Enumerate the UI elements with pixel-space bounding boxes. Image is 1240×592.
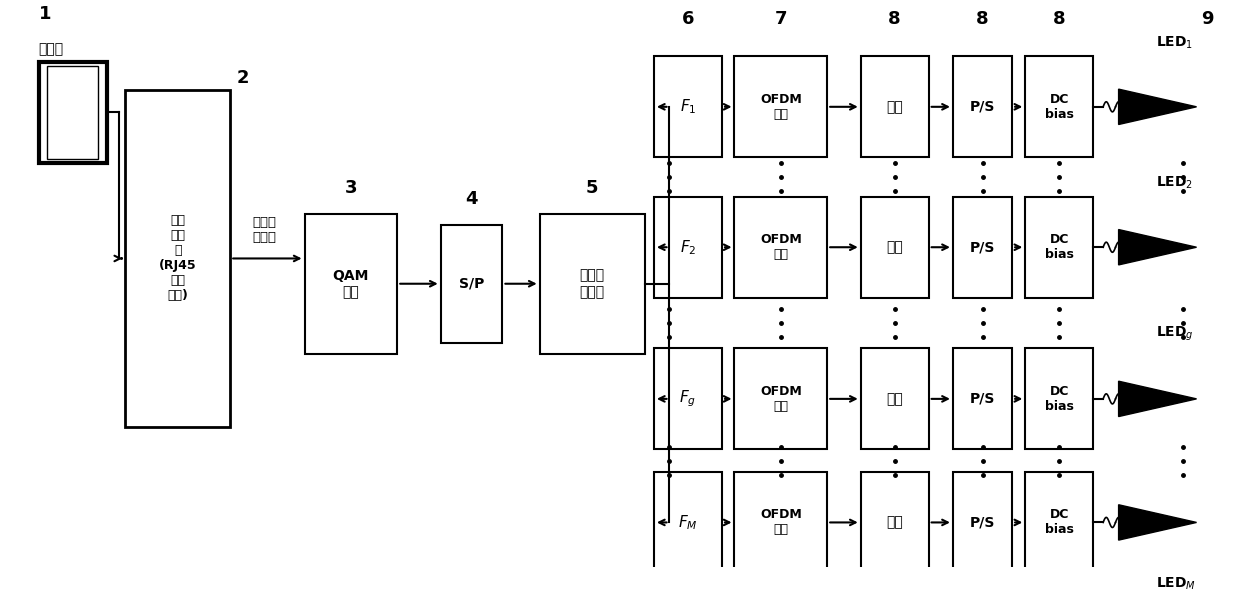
Text: P/S: P/S [970,240,996,254]
Text: 9: 9 [1202,10,1214,28]
Polygon shape [1118,230,1197,265]
Text: P/S: P/S [970,100,996,114]
Text: LED$_g$: LED$_g$ [1156,324,1194,343]
FancyBboxPatch shape [734,348,827,449]
FancyBboxPatch shape [952,56,1012,157]
Text: QAM
调制: QAM 调制 [332,269,370,299]
Text: 8: 8 [976,10,988,28]
Text: $F_M$: $F_M$ [678,513,698,532]
Text: 5: 5 [587,179,599,197]
FancyBboxPatch shape [47,66,98,159]
Text: 2: 2 [237,69,249,87]
FancyBboxPatch shape [861,56,929,157]
Text: DC
bias: DC bias [1045,509,1074,536]
Text: DC
bias: DC bias [1045,233,1074,261]
FancyBboxPatch shape [1025,197,1094,298]
FancyBboxPatch shape [539,214,645,354]
Text: 共轭对
称映射: 共轭对 称映射 [579,269,605,299]
FancyBboxPatch shape [125,90,231,427]
Text: 6: 6 [682,10,694,28]
Text: LED$_M$: LED$_M$ [1156,576,1195,592]
Text: S/P: S/P [459,276,485,291]
Text: 视频
编码
器
(RJ45
网口
输出): 视频 编码 器 (RJ45 网口 输出) [159,214,196,303]
FancyBboxPatch shape [653,197,722,298]
FancyBboxPatch shape [861,472,929,573]
FancyBboxPatch shape [861,348,929,449]
FancyBboxPatch shape [952,197,1012,298]
Text: OFDM
调制: OFDM 调制 [760,233,802,261]
Text: P/S: P/S [970,516,996,529]
Text: 8: 8 [1053,10,1065,28]
Text: LED$_2$: LED$_2$ [1156,175,1193,191]
FancyBboxPatch shape [440,225,502,343]
Text: 1: 1 [38,5,51,22]
FancyBboxPatch shape [1025,348,1094,449]
Text: DC
bias: DC bias [1045,93,1074,121]
Polygon shape [1118,89,1197,124]
Text: 二进制
比特流: 二进制 比特流 [253,217,277,244]
FancyBboxPatch shape [38,62,107,163]
Text: DC
bias: DC bias [1045,385,1074,413]
FancyBboxPatch shape [653,472,722,573]
FancyBboxPatch shape [734,56,827,157]
Text: 限幅: 限幅 [887,392,903,406]
Text: $F_2$: $F_2$ [680,238,697,256]
Text: LED$_1$: LED$_1$ [1156,34,1193,51]
Text: OFDM
调制: OFDM 调制 [760,93,802,121]
Text: 3: 3 [345,179,357,197]
Text: 8: 8 [888,10,901,28]
Text: 限幅: 限幅 [887,100,903,114]
Text: 摄像头: 摄像头 [38,42,63,56]
FancyBboxPatch shape [653,348,722,449]
FancyBboxPatch shape [952,472,1012,573]
FancyBboxPatch shape [653,56,722,157]
FancyBboxPatch shape [734,197,827,298]
Text: OFDM
调制: OFDM 调制 [760,385,802,413]
Text: 7: 7 [775,10,787,28]
Text: P/S: P/S [970,392,996,406]
Text: 4: 4 [465,190,477,208]
Polygon shape [1118,381,1197,417]
Text: OFDM
调制: OFDM 调制 [760,509,802,536]
Text: $F_1$: $F_1$ [680,98,697,116]
Text: $F_g$: $F_g$ [680,388,697,409]
Polygon shape [1118,505,1197,540]
FancyBboxPatch shape [952,348,1012,449]
FancyBboxPatch shape [861,197,929,298]
FancyBboxPatch shape [734,472,827,573]
FancyBboxPatch shape [305,214,397,354]
FancyBboxPatch shape [1025,56,1094,157]
FancyBboxPatch shape [1025,472,1094,573]
Text: 限幅: 限幅 [887,240,903,254]
Text: 限幅: 限幅 [887,516,903,529]
